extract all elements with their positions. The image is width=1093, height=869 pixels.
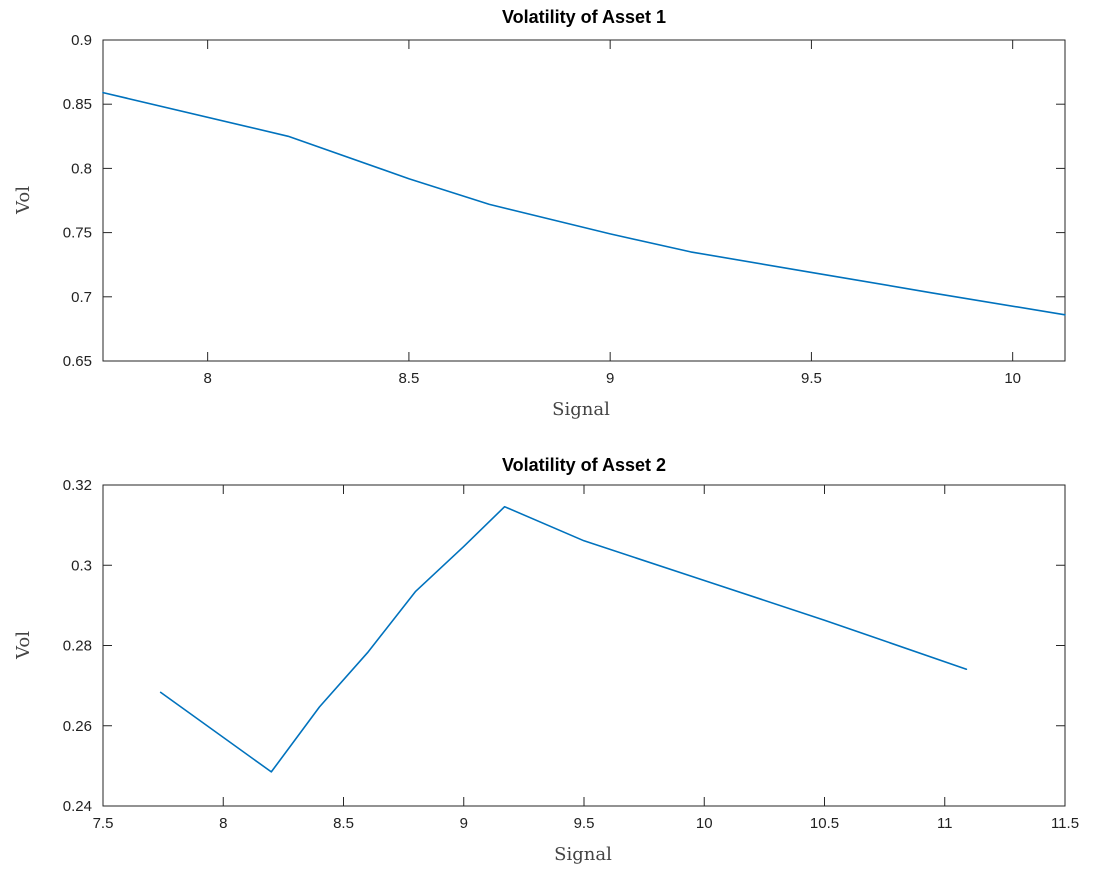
y-tick-label: 0.75 [63, 225, 92, 242]
y-axis-label: Vol [13, 631, 34, 660]
x-tick-label: 10 [696, 815, 713, 832]
x-tick-label: 10 [1004, 370, 1021, 387]
y-tick-label: 0.85 [63, 96, 92, 113]
y-tick-label: 0.26 [63, 718, 92, 735]
plot-area [102, 39, 1066, 362]
x-tick-label: 8.5 [333, 815, 354, 832]
x-tick-label: 11.5 [1051, 815, 1079, 832]
series-line [159, 505, 968, 773]
x-tick-label: 9 [606, 370, 614, 387]
y-tick-label: 0.8 [71, 160, 92, 177]
x-tick-label: 8.5 [398, 370, 419, 387]
x-tick-label: 8 [219, 815, 227, 832]
chart-asset-1: Volatility of Asset 1 Signal Vol 8 8.5 9 9.… [13, 7, 1066, 420]
y-tick-label: 0.3 [71, 557, 92, 574]
series-line [102, 91, 1066, 316]
x-tick-label: 7.5 [93, 815, 114, 832]
y-tick-label: 0.24 [63, 798, 92, 815]
y-tick-label: 0.7 [71, 289, 92, 306]
y-tick-label: 0.32 [63, 477, 92, 494]
x-tick-label: 9 [460, 815, 468, 832]
x-tick-label: 9.5 [801, 370, 822, 387]
y-tick-label: 0.9 [71, 32, 92, 49]
x-tick-label: 8 [203, 370, 211, 387]
y-tick-label: 0.28 [63, 638, 92, 655]
plot-area [102, 484, 1066, 807]
x-tick-label: 9.5 [574, 815, 595, 832]
chart-title: Volatility of Asset 1 [502, 7, 666, 27]
x-axis-label: Signal [554, 844, 612, 865]
x-tick-label: 10.5 [810, 815, 839, 832]
chart-asset-2: Volatility of Asset 2 Signal Vol 7.5 8 8.5… [13, 455, 1079, 865]
chart-title: Volatility of Asset 2 [502, 455, 666, 475]
x-axis-label: Signal [552, 399, 610, 420]
x-tick-label: 11 [937, 815, 953, 832]
y-axis-label: Vol [13, 186, 34, 215]
y-tick-label: 0.65 [63, 353, 92, 370]
